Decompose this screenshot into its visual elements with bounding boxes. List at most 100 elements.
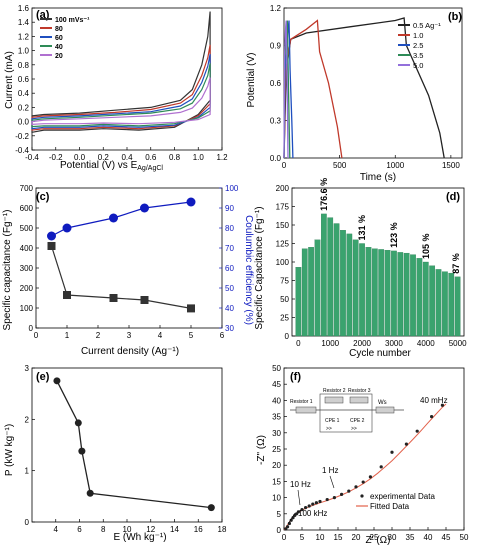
panel-b-xtick-label: 500 <box>333 161 347 170</box>
panel-c-ytick-label: 0 <box>29 324 34 333</box>
panel-d-annotation-1: 131 % <box>357 215 367 241</box>
panel-f-legend-experimental-marker <box>360 494 364 498</box>
panel-f-experimental-point <box>368 475 372 479</box>
panel-d-annotation-3: 105 % <box>421 233 431 259</box>
panel-e-xlabel: E (Wh kg⁻¹) <box>113 532 166 543</box>
panel-d-bar <box>429 265 436 337</box>
panel-a-xtick-label: 1.0 <box>193 153 205 162</box>
panel-d-xlabel: Cycle number <box>349 348 411 359</box>
panel-e-point <box>74 419 82 427</box>
panel-c-efficiency-point <box>109 213 118 223</box>
panel-d-bar <box>320 213 327 337</box>
panel-f-xtick-label: 30 <box>388 533 397 542</box>
panel-f-experimental-point <box>361 480 365 484</box>
panel-f-ytick-label: 5 <box>277 510 282 519</box>
panel-c-capacitance-point <box>47 242 56 250</box>
panel-c-xtick-label: 0 <box>34 331 39 340</box>
panel-c-efficiency-point <box>186 197 196 207</box>
panel-e-label: (e) <box>36 371 50 383</box>
panel-f-ytick-label: 35 <box>272 413 281 422</box>
panel-f-experimental-point <box>284 527 288 531</box>
panel-d-bar <box>454 276 461 337</box>
panel-a-series-2-curve <box>31 53 211 130</box>
panel-c-capacitance-point <box>63 291 71 299</box>
panel-d-ytick-label: 100 <box>276 258 290 267</box>
panel-c-capacitance-point <box>187 304 195 313</box>
panel-f-xtick-label: 10 <box>316 533 325 542</box>
panel-c-capacitance-point <box>109 294 118 302</box>
panel-a-legend-label-1: 80 <box>55 26 63 33</box>
panel-e-point <box>86 489 94 497</box>
panel-f-ytick-label: 0 <box>277 526 282 535</box>
panel-f-circuit-block <box>319 393 373 433</box>
panel-a-ytick-label: 0.0 <box>18 118 30 127</box>
panel-d-bar <box>410 254 416 337</box>
panel-f-annotation-10hz: 10 Hz <box>290 480 311 489</box>
panel-d-bar <box>391 250 397 337</box>
panel-d-bar <box>314 239 321 337</box>
panel-f-xtick-label: 45 <box>442 533 451 542</box>
panel-d-annotation-2: 123 % <box>389 222 399 248</box>
panel-f-annotation-100khz: 100 kHz <box>298 509 327 518</box>
panel-a-ytick-label: 1.6 <box>18 4 30 13</box>
panel-d-xtick-label: 3000 <box>385 339 403 348</box>
panel-d-ytick-label: 200 <box>276 184 290 193</box>
panel-e-xtick-label: 14 <box>170 525 179 534</box>
panel-d-annotation-4: 87 % <box>451 253 461 274</box>
panel-f-experimental-point <box>340 492 344 496</box>
panel-b-legend-label-2: 2.5 <box>413 41 423 50</box>
panel-c-xtick-label: 6 <box>220 331 225 340</box>
panel-d-bar <box>295 267 302 337</box>
panel-b-ytick-label: 0.0 <box>270 154 282 163</box>
panel-d-bar <box>327 217 334 337</box>
panel-c-ylabel: Specific capacitance (Fg⁻¹) <box>2 210 13 331</box>
panel-a-xtick-label: 0.2 <box>98 153 110 162</box>
panel-b-legend-label-3: 3.5 <box>413 51 423 60</box>
panel-f-experimental-point <box>314 501 318 505</box>
panel-f-experimental-point <box>307 504 311 508</box>
panel-c-label: (c) <box>36 191 50 203</box>
panel-e-ytick-label: 2 <box>25 415 30 424</box>
panel-c-ytick-label: 100 <box>20 304 34 313</box>
panel-e-ytick-label: 3 <box>25 364 30 373</box>
panel-f-ytick-label: 15 <box>272 477 281 486</box>
panel-c-ytick-label: 300 <box>20 264 34 273</box>
panel-a-ytick-label: -0.2 <box>15 132 29 141</box>
panel-b-ytick-label: 0.3 <box>270 117 282 126</box>
panel-e-xtick-label: 4 <box>54 525 59 534</box>
panel-a-legend-label-4: 20 <box>55 53 63 60</box>
panel-d-bar <box>352 239 359 337</box>
panel-d-ytick-label: 0 <box>285 332 290 341</box>
panel-f-experimental-point <box>430 415 434 419</box>
panel-f-xtick-label: 5 <box>300 533 305 542</box>
panel-f-experimental-point <box>325 497 329 502</box>
panel-f-xtick-label: 20 <box>352 533 361 542</box>
panel-f-ytick-label: 45 <box>272 380 281 389</box>
panel-a-xtick-label: 0.4 <box>121 153 133 162</box>
panel-f-experimental-point <box>296 510 300 514</box>
panel-d-ytick-label: 125 <box>276 240 290 249</box>
panel-f-xlabel: Z' (Ω) <box>366 535 391 546</box>
panel-f-experimental-point <box>300 507 304 512</box>
panel-d-bar <box>308 247 314 337</box>
panel-e-xtick-label: 12 <box>146 525 155 534</box>
panel-a-series-4-curve <box>31 77 211 126</box>
panel-c-xtick-label: 1 <box>65 331 70 340</box>
panel-e-point <box>207 504 215 512</box>
panel-c-efficiency-line <box>51 201 192 237</box>
panel-a-xtick-label: 0.6 <box>145 153 157 162</box>
panel-f-circuit-cpe1-symbol: >> <box>326 426 332 432</box>
panel-f-experimental-point <box>379 465 383 469</box>
panel-f-xtick-label: 40 <box>424 533 433 542</box>
panel-d-bar <box>416 258 423 337</box>
panel-b-ytick-label: 0.9 <box>270 42 282 51</box>
panel-c-ytick-label: 500 <box>20 224 34 233</box>
panel-f-experimental-point <box>332 496 336 500</box>
panel-e-ytick-label: 0 <box>25 518 30 527</box>
panel-f-ytick-label: 10 <box>272 494 281 503</box>
panel-f-circuit-r2-box <box>324 396 344 404</box>
panel-d-bar <box>333 223 340 337</box>
panel-d-bar <box>422 261 429 337</box>
panel-e-xtick-label: 18 <box>218 525 227 534</box>
panel-a-ytick-label: 1.0 <box>18 47 30 56</box>
